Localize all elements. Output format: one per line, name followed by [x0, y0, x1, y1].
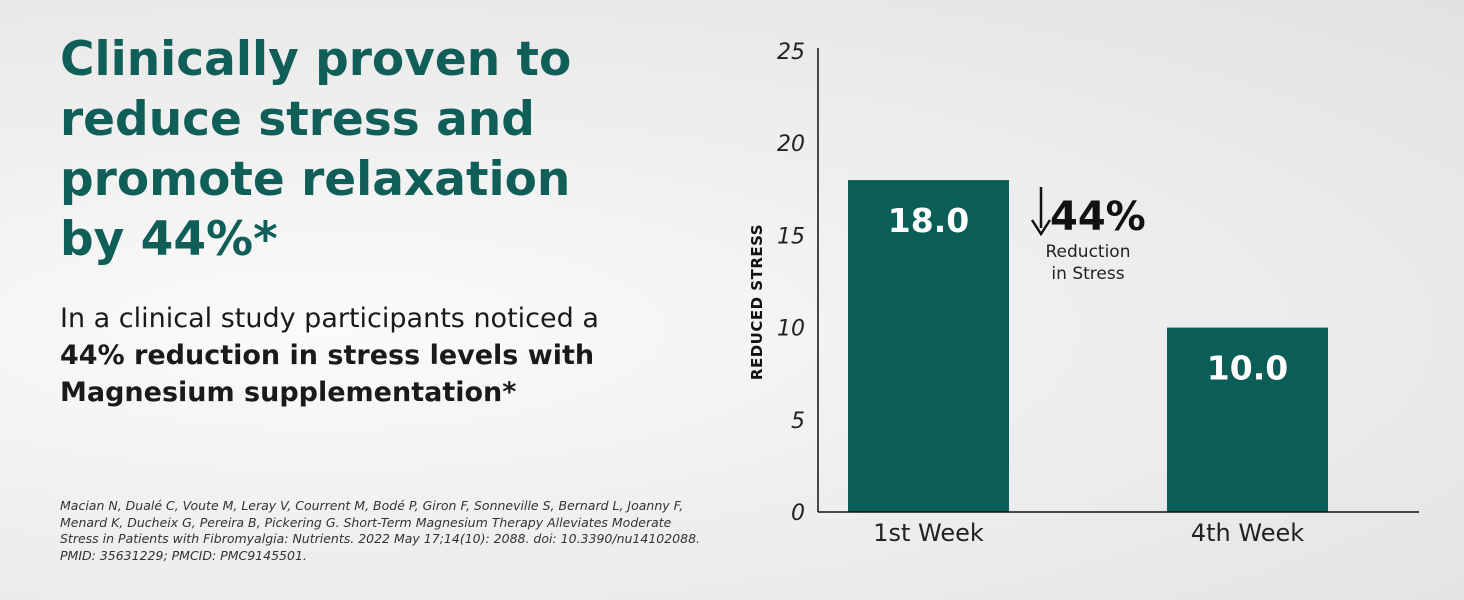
bar-chart: REDUCED STRESS 0 5 10 15 20 25 18.0 10.0 1st W… [748, 40, 1419, 547]
bar-value-label: 10.0 [1207, 349, 1288, 388]
bar [848, 180, 1009, 512]
body-intro: In a clinical study participants noticed… [60, 303, 599, 334]
y-tick-label: 25 [777, 40, 805, 65]
y-axis-title: REDUCED STRESS [748, 224, 766, 380]
y-tick-label: 20 [777, 132, 805, 157]
reduction-annotation: 44% Reduction in Stress [1030, 187, 1146, 284]
y-tick-label: 15 [777, 224, 805, 249]
down-arrow-icon [1030, 187, 1052, 237]
headline: Clinically proven to reduce stress and p… [60, 32, 572, 267]
y-tick-label: 10 [777, 317, 805, 342]
bar-value-label: 18.0 [888, 201, 969, 240]
reduction-percent: 44% [1050, 194, 1146, 240]
body-emphasis: 44% reduction in stress levels with Magn… [60, 340, 595, 408]
x-category-label: 4th Week [1191, 519, 1304, 547]
reduction-label-line1: Reduction [1046, 242, 1131, 262]
reduction-label-line2: in Stress [1051, 264, 1124, 284]
citation: Macian N, Dualé C, Voute M, Leray V, Cou… [60, 498, 701, 563]
bar [1167, 327, 1328, 512]
x-category-label: 1st Week [873, 519, 984, 547]
y-tick-label: 0 [791, 501, 805, 526]
body-copy: In a clinical study participants noticed… [60, 300, 620, 411]
y-tick-label: 5 [791, 409, 805, 434]
